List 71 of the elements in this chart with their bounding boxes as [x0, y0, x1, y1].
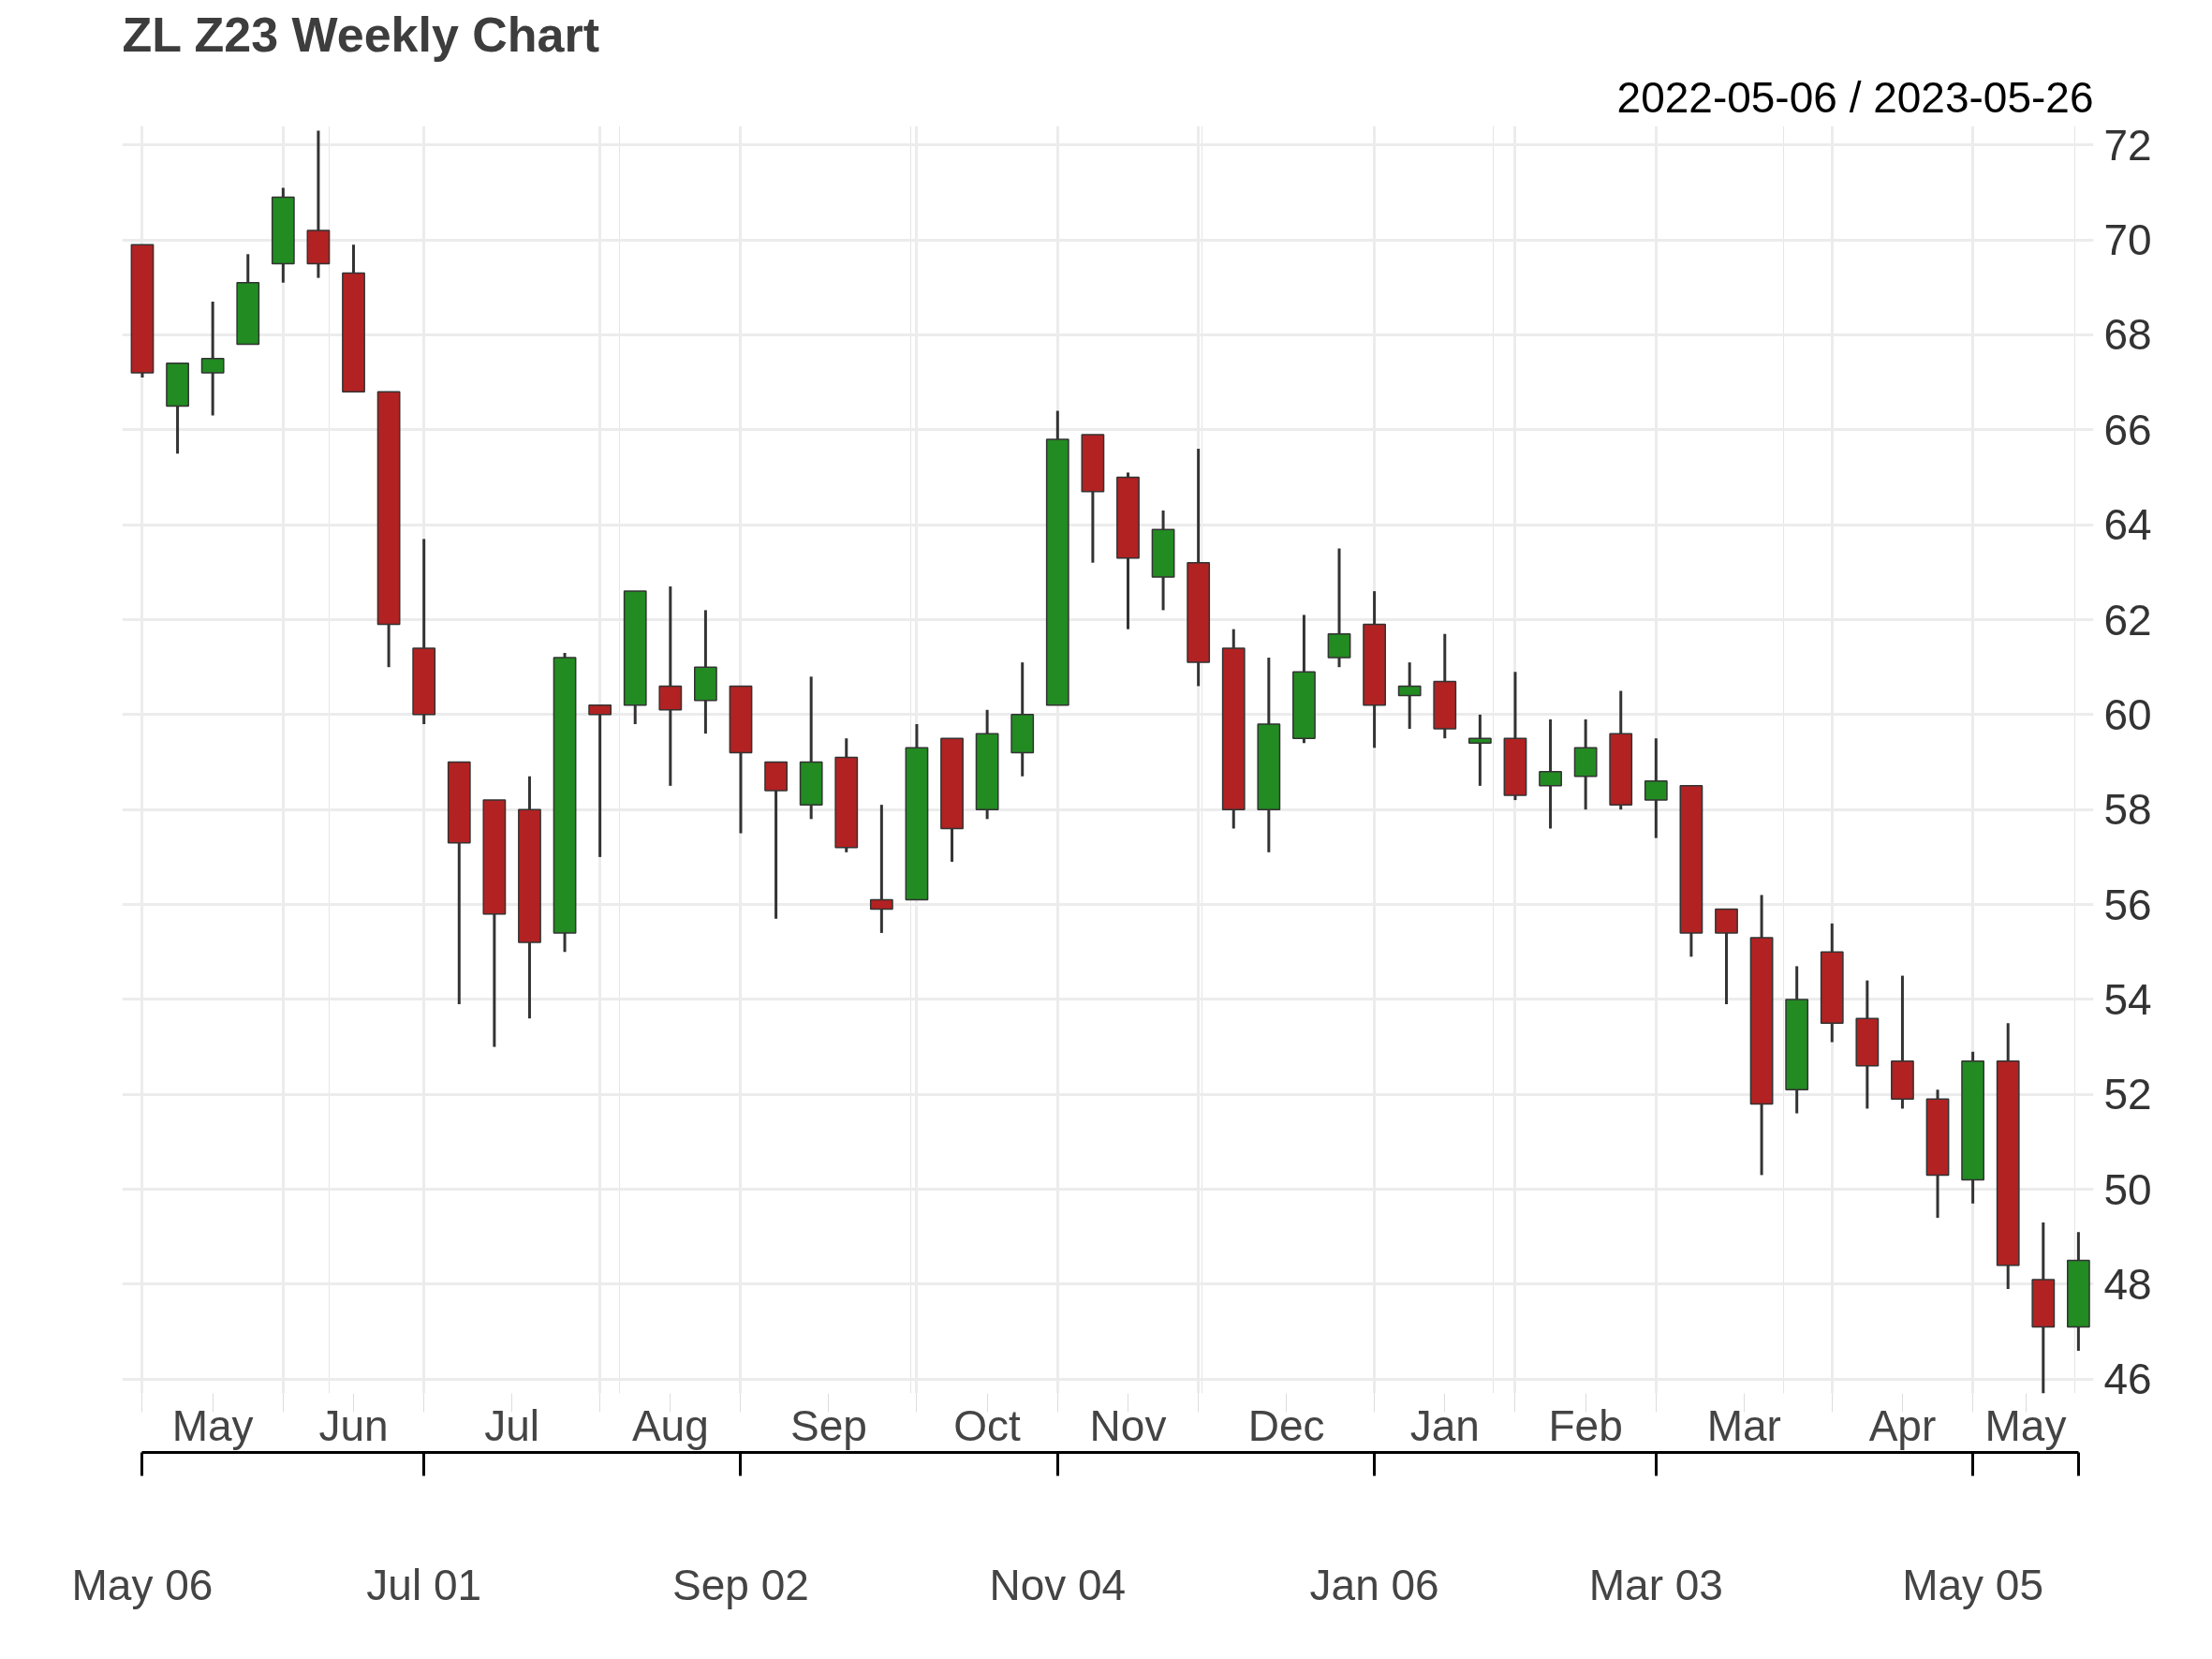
candlestick [1539, 718, 1562, 829]
candlestick [658, 586, 683, 786]
candlestick [1433, 633, 1457, 740]
candlestick [306, 130, 331, 278]
x2-tick-label: May [1984, 1400, 2067, 1450]
y-tick-label: 54 [2103, 974, 2152, 1024]
candlestick [1961, 1051, 1985, 1204]
candlestick [694, 610, 717, 735]
chart-subtitle: 2022-05-06 / 2023-05-26 [1616, 72, 2094, 122]
x-tick-label: May 05 [1902, 1560, 2044, 1609]
candlestick [1925, 1089, 1950, 1219]
candlestick [1151, 509, 1175, 611]
y-tick-label: 58 [2103, 785, 2152, 835]
candlestick [1785, 966, 1809, 1114]
x-tick-label: Nov 04 [989, 1560, 1127, 1609]
candlestick [869, 805, 893, 933]
candlestick [271, 187, 295, 283]
candlestick [1644, 738, 1668, 838]
x2-tick-label: Jul [484, 1400, 540, 1450]
x2-tick-label: Jan [1409, 1400, 1480, 1450]
candlestick [2031, 1222, 2056, 1394]
x2-tick-label: Jun [318, 1400, 389, 1450]
candlestick [1257, 658, 1281, 852]
y-tick-label: 56 [2103, 880, 2152, 929]
candlestick [834, 738, 859, 852]
x2-tick-label: Dec [1247, 1400, 1325, 1450]
candlestick [975, 708, 999, 820]
x2-tick-label: Feb [1548, 1400, 1623, 1450]
candlestick [1749, 895, 1774, 1176]
y-tick-label: 66 [2103, 405, 2152, 454]
y-tick-label: 46 [2103, 1355, 2152, 1404]
x2-tick-label: Sep [790, 1400, 867, 1450]
x2-tick-label: Apr [1868, 1400, 1937, 1450]
y-tick-label: 70 [2103, 215, 2152, 265]
candlestick [1327, 548, 1351, 669]
x-tick-label: Mar 03 [1588, 1560, 1723, 1609]
x-tick-label: Sep 02 [672, 1560, 809, 1609]
candlestick [1573, 718, 1598, 811]
y-tick-label: 48 [2103, 1259, 2152, 1309]
candlestick [1891, 975, 1914, 1109]
candlestick [1855, 980, 1880, 1109]
candlestick [1221, 629, 1246, 829]
candlestick [1467, 713, 1492, 786]
x2-tick-label: Mar [1706, 1400, 1781, 1450]
x2-tick-label: Oct [953, 1400, 1022, 1450]
candlestick [1187, 449, 1211, 687]
y-tick-label: 72 [2103, 120, 2152, 170]
x2-tick-label: May [171, 1400, 254, 1450]
y-tick-label: 68 [2103, 310, 2152, 360]
y-tick-label: 50 [2103, 1164, 2152, 1214]
x2-tick-label: Aug [631, 1400, 709, 1450]
x-tick-label: Jan 06 [1309, 1560, 1439, 1609]
candlestick [1116, 472, 1140, 630]
x-tick-label: May 06 [71, 1560, 214, 1609]
candlestick [1010, 662, 1035, 777]
candlestick [518, 776, 541, 1020]
candlestick [1820, 922, 1844, 1043]
y-tick-label: 64 [2103, 500, 2152, 550]
y-tick-label: 60 [2103, 689, 2152, 739]
candlestick [2066, 1232, 2090, 1351]
candlestick [412, 539, 436, 724]
candlestick [1397, 662, 1422, 731]
x2-tick-label: Nov [1089, 1400, 1167, 1450]
candlestick [1363, 591, 1387, 748]
candlestick [1996, 1023, 2020, 1290]
x-tick-label: Jul 01 [366, 1560, 482, 1609]
chart-title: ZL Z23 Weekly Chart [122, 7, 600, 62]
candlestick [200, 301, 225, 416]
y-tick-label: 62 [2103, 595, 2152, 644]
y-tick-label: 52 [2103, 1070, 2152, 1119]
candlestick [799, 676, 823, 820]
